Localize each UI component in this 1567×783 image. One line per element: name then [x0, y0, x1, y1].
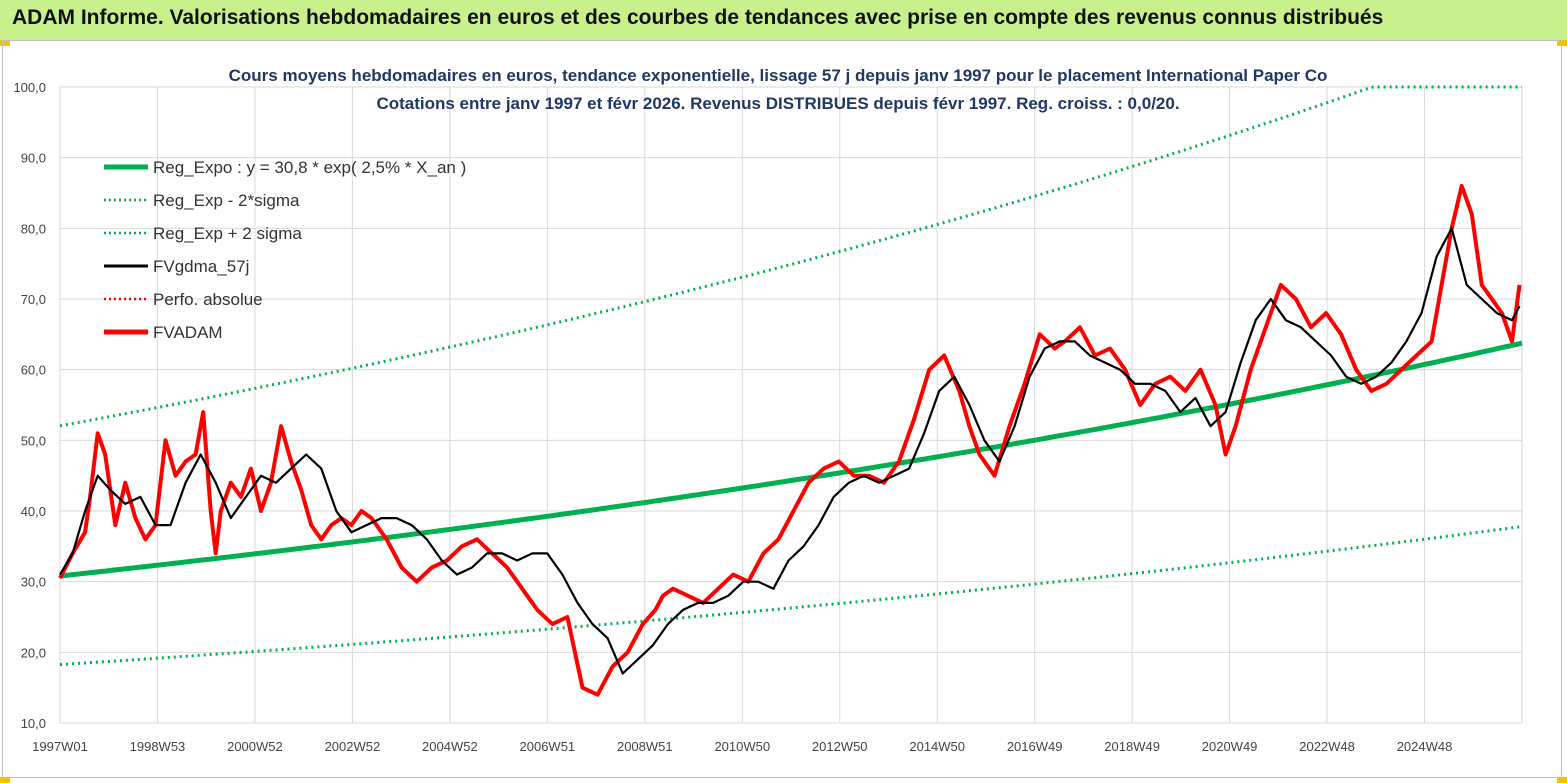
x-tick-label: 2018W49: [1104, 739, 1160, 754]
x-tick-label: 2008W51: [617, 739, 673, 754]
legend: Reg_Expo : y = 30,8 * exp( 2,5% * X_an )…: [104, 158, 466, 342]
legend-label: Perfo. absolue: [153, 290, 263, 309]
grid: [59, 86, 1523, 724]
y-tick-label: 10,0: [21, 716, 46, 731]
corner-marker: [0, 777, 10, 783]
legend-label: Reg_Expo : y = 30,8 * exp( 2,5% * X_an ): [153, 158, 466, 177]
series-reg-expo: [59, 340, 1523, 579]
x-tick-label: 2022W48: [1299, 739, 1355, 754]
corner-marker: [1557, 777, 1567, 783]
y-tick-label: 90,0: [21, 151, 46, 166]
x-axis: 1997W01 1998W53 2000W52 2002W52 2004W52 2006W…: [32, 739, 1452, 754]
series-reg-upper: [59, 85, 1522, 428]
x-tick-label: 2006W51: [520, 739, 576, 754]
y-tick-label: 60,0: [21, 363, 46, 378]
x-tick-label: 2002W52: [325, 739, 381, 754]
chart-title-line1: Cours moyens hebdomadaires en euros, ten…: [229, 66, 1328, 85]
x-tick-label: 2016W49: [1007, 739, 1063, 754]
legend-label: Reg_Exp - 2*sigma: [153, 191, 300, 210]
legend-label: FVADAM: [153, 323, 223, 342]
series-fvadam: [58, 183, 1522, 697]
legend-label: FVgdma_57j: [153, 257, 249, 276]
series-fvgdma: [59, 227, 1521, 675]
legend-label: Reg_Exp + 2 sigma: [153, 224, 302, 243]
y-axis: 10,0 20,0 30,0 40,0 50,0 60,0 70,0 80,0 90,0 100,…: [13, 80, 46, 731]
y-tick-label: 20,0: [21, 645, 46, 660]
y-tick-label: 70,0: [21, 292, 46, 307]
x-tick-label: 2014W50: [909, 739, 965, 754]
x-tick-label: 2010W50: [714, 739, 770, 754]
x-tick-label: 2024W48: [1397, 739, 1453, 754]
chart-frame: [2, 40, 1562, 778]
series-layer: [58, 85, 1523, 697]
y-tick-label: 40,0: [21, 504, 46, 519]
x-tick-label: 1998W53: [130, 739, 186, 754]
y-tick-label: 30,0: [21, 575, 46, 590]
x-tick-label: 1997W01: [32, 739, 88, 754]
corner-marker: [1557, 40, 1567, 46]
header-bar: ADAM Informe. Valorisations hebdomadaire…: [0, 0, 1567, 40]
chart-title-line2: Cotations entre janv 1997 et févr 2026. …: [376, 94, 1179, 113]
y-tick-label: 80,0: [21, 221, 46, 236]
y-tick-label: 100,0: [13, 80, 46, 95]
y-tick-label: 50,0: [21, 433, 46, 448]
x-tick-label: 2020W49: [1202, 739, 1258, 754]
corner-marker: [0, 40, 10, 46]
page-title: ADAM Informe. Valorisations hebdomadaire…: [12, 6, 1384, 29]
x-tick-label: 2012W50: [812, 739, 868, 754]
x-tick-label: 2004W52: [422, 739, 478, 754]
series-reg-lower: [59, 525, 1523, 667]
x-tick-label: 2000W52: [227, 739, 283, 754]
